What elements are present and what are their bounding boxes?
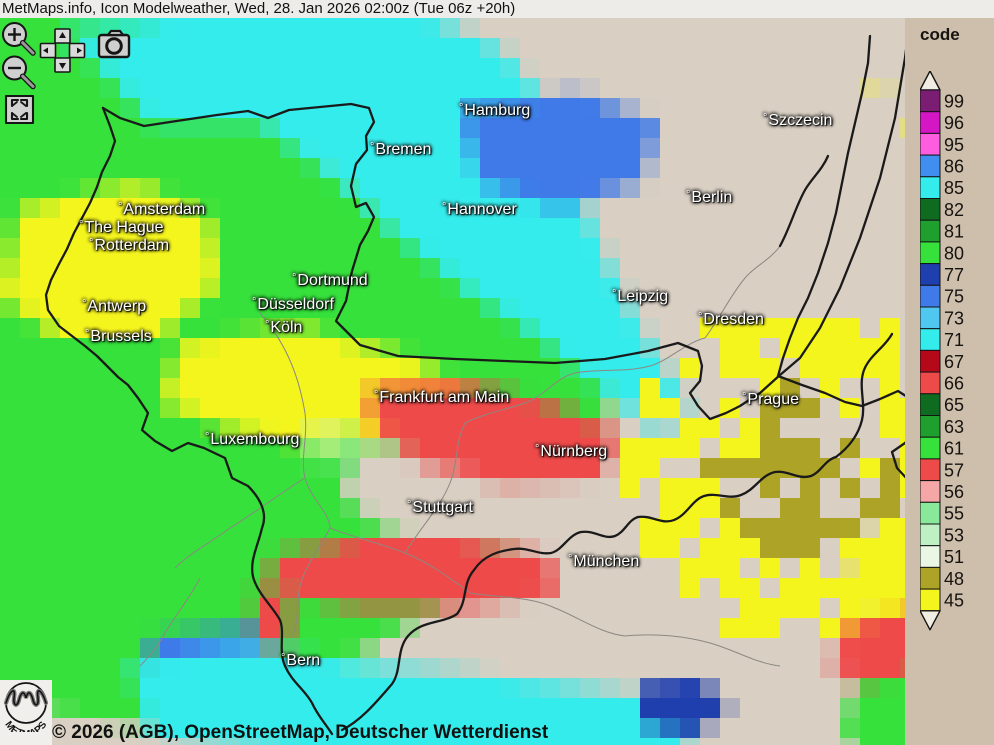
svg-text:45: 45 [944,590,964,610]
svg-text:73: 73 [944,308,964,328]
svg-text:66: 66 [944,373,964,393]
svg-text:61: 61 [944,439,964,459]
svg-text:55: 55 [944,504,964,524]
svg-text:63: 63 [944,417,964,437]
svg-text:80: 80 [944,243,964,263]
svg-text:48: 48 [944,569,964,589]
svg-text:95: 95 [944,135,964,155]
svg-text:67: 67 [944,352,964,372]
svg-text:56: 56 [944,482,964,502]
svg-text:53: 53 [944,525,964,545]
svg-text:99: 99 [944,91,964,111]
svg-text:96: 96 [944,113,964,133]
svg-text:77: 77 [944,265,964,285]
svg-text:71: 71 [944,330,964,350]
svg-text:57: 57 [944,460,964,480]
svg-text:75: 75 [944,287,964,307]
svg-text:85: 85 [944,178,964,198]
svg-text:82: 82 [944,200,964,220]
svg-text:65: 65 [944,395,964,415]
svg-text:51: 51 [944,547,964,567]
svg-text:81: 81 [944,222,964,242]
svg-text:86: 86 [944,156,964,176]
